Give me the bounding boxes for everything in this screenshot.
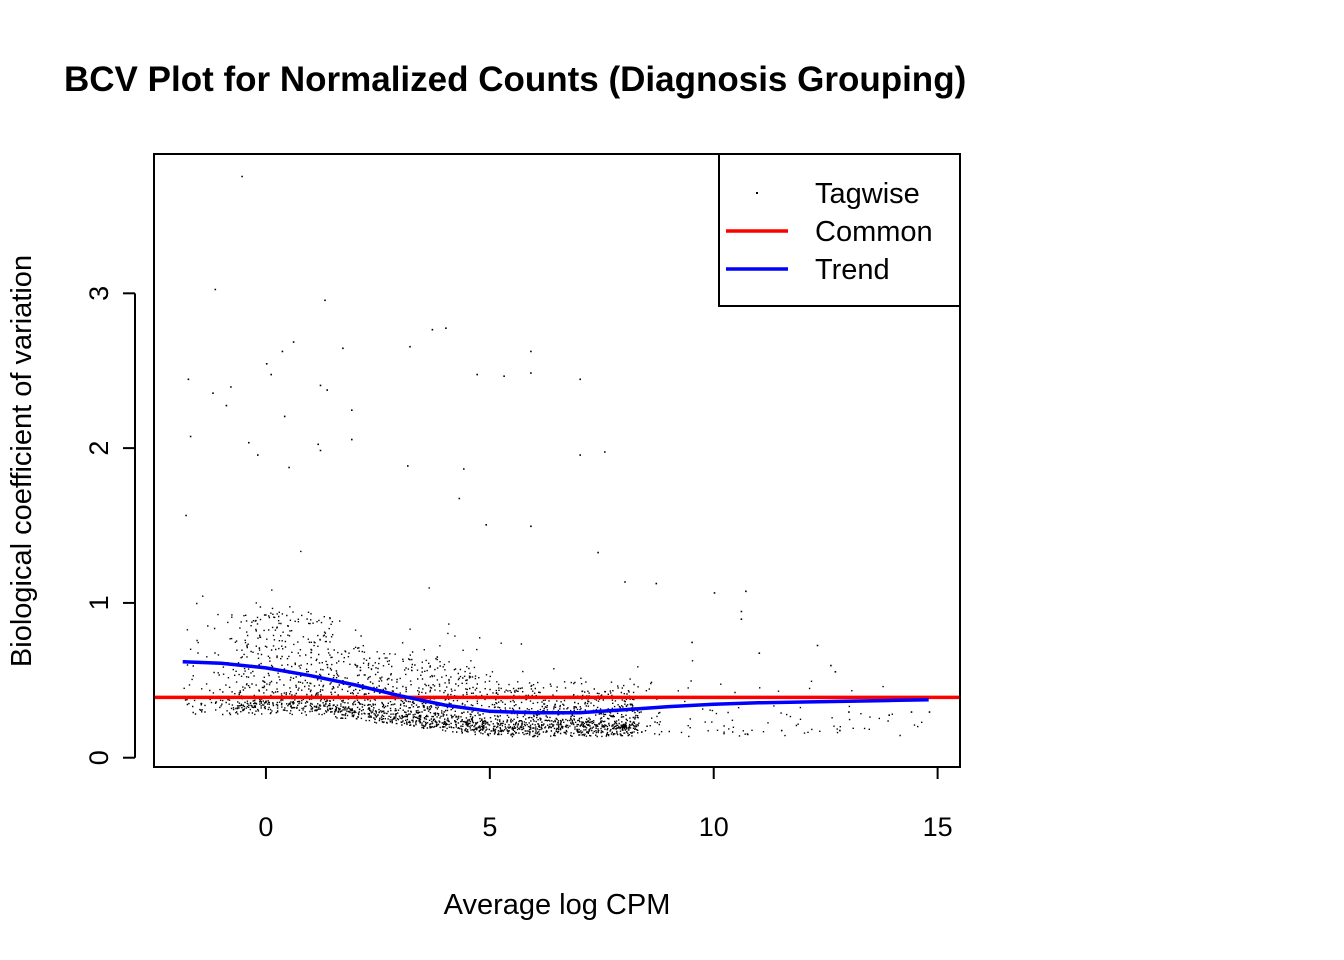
x-tick-label: 15 (923, 812, 953, 842)
y-axis: 0 1 2 3 (84, 286, 136, 765)
legend-trend-label: Trend (815, 254, 890, 286)
legend-tagwise-label: Tagwise (815, 178, 920, 210)
y-tick-label: 0 (84, 750, 114, 765)
y-tick-label: 1 (84, 595, 114, 610)
legend-common-label: Common (815, 216, 933, 248)
trend-line (182, 659, 929, 715)
y-tick-label: 3 (84, 286, 114, 301)
y-tick-label: 2 (84, 441, 114, 456)
chart-title: BCV Plot for Normalized Counts (Diagnosi… (64, 60, 966, 99)
y-axis-label: Biological coefficient of variation (6, 255, 38, 667)
lines-layer (154, 659, 960, 715)
legend: Tagwise Common Trend (718, 153, 961, 307)
x-axis: 0 5 10 15 (258, 766, 953, 842)
x-axis-label: Average log CPM (444, 889, 671, 921)
x-tick-label: 5 (482, 812, 497, 842)
x-tick-label: 0 (258, 812, 273, 842)
x-tick-label: 10 (699, 812, 729, 842)
legend-tagwise-marker (756, 192, 758, 194)
